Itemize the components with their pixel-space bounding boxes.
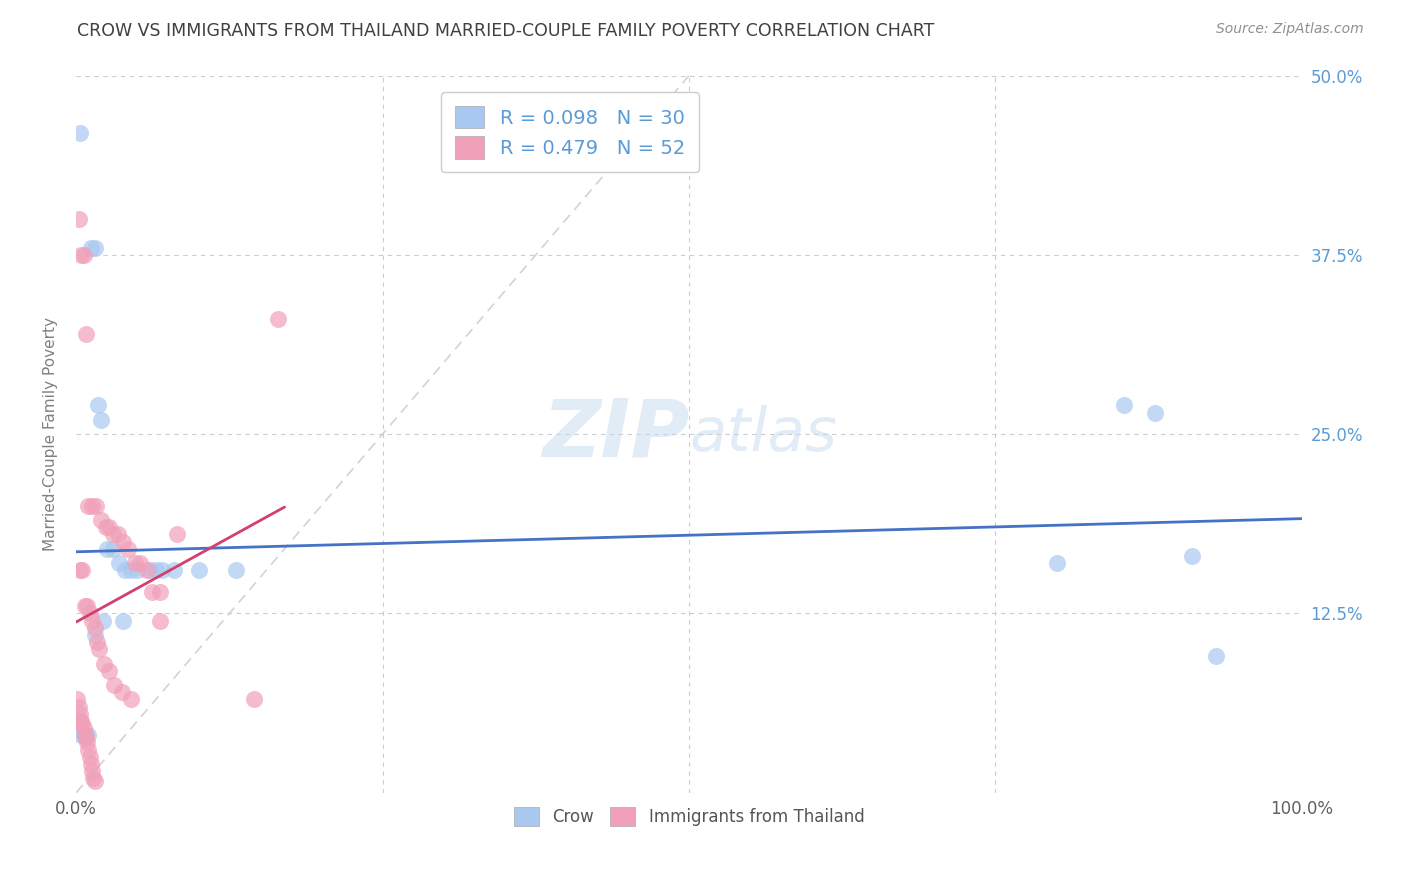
Point	[80, 241, 103, 255]
Point	[67, 714, 90, 728]
Point	[67, 699, 90, 714]
Point	[72, 728, 94, 742]
Point	[76, 735, 98, 749]
Point	[1046, 556, 1069, 570]
Point	[70, 728, 93, 742]
Point	[166, 527, 188, 541]
Point	[150, 563, 173, 577]
Point	[77, 742, 100, 756]
Point	[101, 527, 124, 541]
Point	[141, 585, 163, 599]
Point	[72, 716, 94, 731]
Point	[243, 692, 266, 706]
Point	[127, 563, 149, 577]
Point	[117, 541, 139, 556]
Point	[70, 714, 93, 728]
Point	[80, 756, 103, 771]
Legend: Crow, Immigrants from Thailand: Crow, Immigrants from Thailand	[505, 798, 873, 835]
Point	[148, 585, 170, 599]
Point	[1205, 649, 1227, 664]
Point	[108, 556, 131, 570]
Point	[98, 520, 121, 534]
Point	[84, 499, 107, 513]
Point	[107, 527, 129, 541]
Point	[145, 563, 167, 577]
Point	[75, 326, 97, 341]
Point	[77, 728, 100, 742]
Point	[89, 642, 111, 657]
Point	[124, 556, 146, 570]
Point	[72, 721, 94, 735]
Point	[82, 764, 104, 779]
Point	[72, 248, 94, 262]
Point	[93, 657, 115, 671]
Point	[66, 692, 89, 706]
Text: atlas: atlas	[689, 405, 837, 464]
Point	[225, 563, 247, 577]
Point	[187, 563, 209, 577]
Point	[110, 685, 132, 699]
Point	[82, 499, 104, 513]
Point	[94, 520, 117, 534]
Point	[267, 312, 290, 326]
Y-axis label: Married-Couple Family Poverty: Married-Couple Family Poverty	[44, 317, 58, 551]
Point	[111, 614, 134, 628]
Point	[79, 607, 101, 621]
Text: ZIP: ZIP	[541, 395, 689, 473]
Point	[75, 728, 97, 742]
Point	[1114, 398, 1136, 412]
Point	[111, 534, 134, 549]
Point	[83, 621, 105, 635]
Point	[72, 563, 94, 577]
Point	[148, 614, 170, 628]
Point	[1143, 406, 1166, 420]
Point	[79, 749, 101, 764]
Point	[91, 614, 114, 628]
Point	[82, 614, 104, 628]
Text: Source: ZipAtlas.com: Source: ZipAtlas.com	[1216, 22, 1364, 37]
Point	[101, 541, 124, 556]
Point	[86, 635, 108, 649]
Point	[82, 772, 104, 786]
Point	[70, 248, 93, 262]
Point	[96, 541, 118, 556]
Point	[138, 563, 160, 577]
Point	[69, 563, 91, 577]
Point	[76, 599, 98, 614]
Point	[69, 706, 91, 721]
Point	[90, 513, 112, 527]
Point	[83, 774, 105, 789]
Point	[90, 413, 112, 427]
Point	[129, 556, 152, 570]
Point	[114, 563, 136, 577]
Point	[75, 731, 97, 746]
Point	[73, 728, 96, 742]
Text: CROW VS IMMIGRANTS FROM THAILAND MARRIED-COUPLE FAMILY POVERTY CORRELATION CHART: CROW VS IMMIGRANTS FROM THAILAND MARRIED…	[77, 22, 935, 40]
Point	[69, 126, 91, 140]
Point	[67, 211, 90, 226]
Point	[103, 678, 125, 692]
Point	[163, 563, 186, 577]
Point	[83, 628, 105, 642]
Point	[136, 563, 159, 577]
Point	[120, 563, 142, 577]
Point	[83, 241, 105, 255]
Point	[73, 599, 96, 614]
Point	[120, 692, 142, 706]
Point	[87, 398, 110, 412]
Point	[98, 664, 121, 678]
Point	[77, 499, 100, 513]
Point	[1181, 549, 1204, 563]
